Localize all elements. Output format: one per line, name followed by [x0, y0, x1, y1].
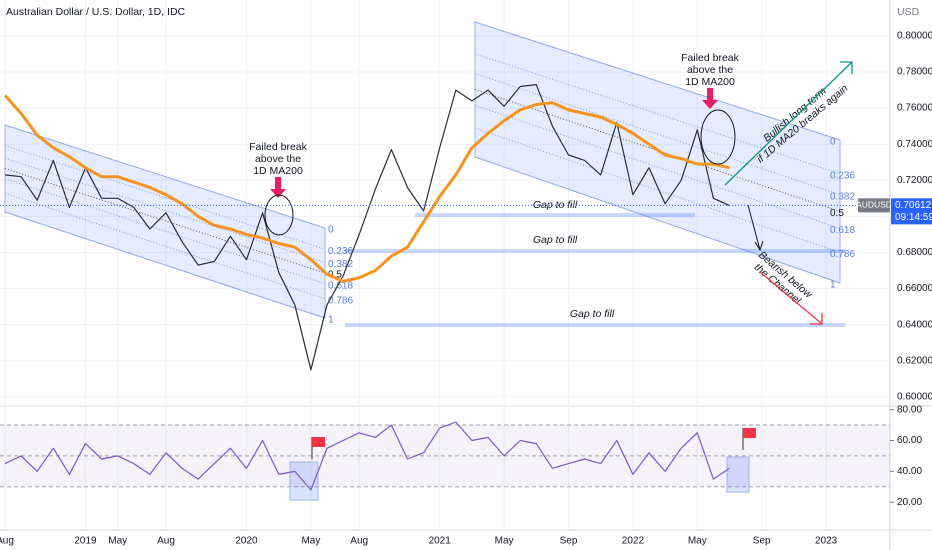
y-tick-label: 0.78000: [897, 67, 932, 78]
arrow: [702, 88, 718, 109]
fib-line: [4, 168, 326, 274]
annotation: 1D MA200: [685, 76, 735, 88]
x-tick-label: May: [688, 536, 707, 547]
x-tick-label: May: [301, 536, 320, 547]
fib-label: 0.382: [328, 259, 353, 270]
fib-line: [474, 127, 841, 253]
y-tick-label: 0.76000: [897, 103, 932, 114]
annotation: Failed break: [249, 141, 308, 153]
fib-line: [4, 192, 326, 300]
y-tick-label: 0.74000: [897, 139, 932, 150]
arrow: [724, 61, 853, 186]
fib-line: [474, 156, 841, 284]
fib-label: 0.236: [830, 170, 855, 181]
y-tick-label: 0.68000: [897, 247, 932, 258]
y-tick-label: 80.00: [897, 404, 922, 415]
series-line: [4, 84, 730, 371]
y-tick-label: 0.72000: [897, 175, 932, 186]
symbol-badge: [858, 198, 890, 213]
gap-label: Gap to fill: [533, 234, 578, 246]
fib-label: 1: [328, 315, 334, 326]
fib-line: [4, 124, 326, 229]
fib-line: [4, 211, 326, 319]
fib-line: [474, 53, 841, 175]
circle-highlight: [700, 109, 736, 165]
arrow: [759, 271, 823, 325]
fib-line: [4, 145, 326, 250]
series-line: [4, 421, 730, 491]
price-label: 0.70612: [895, 200, 932, 211]
y-axis-label: USD: [897, 6, 920, 18]
fib-line: [4, 178, 326, 285]
fib-label: 0.5: [830, 208, 844, 219]
series-line: [3, 94, 730, 283]
y-tick-label: 40.00: [897, 466, 922, 477]
x-tick-label: 2021: [429, 536, 452, 547]
x-tick-label: May: [495, 536, 514, 547]
x-tick-label: Sep: [560, 536, 578, 547]
chart-title: Australian Dollar / U.S. Dollar, 1D, IDC: [6, 6, 186, 18]
fib-label: 0: [328, 225, 334, 236]
price-badge: [891, 198, 932, 225]
x-tick-label: Aug: [0, 536, 14, 547]
fib-label: 0.382: [830, 191, 855, 202]
annotation: above the: [687, 64, 733, 76]
x-tick-label: May: [108, 536, 127, 547]
rsi-highlight: [726, 456, 750, 493]
annotation: Failed break: [681, 52, 740, 64]
fib-line: [474, 21, 841, 141]
fib-line: [474, 73, 841, 196]
flag: [743, 428, 756, 438]
flag: [312, 437, 325, 447]
circle-highlight: [264, 194, 294, 236]
fib-label: 0: [830, 137, 836, 148]
y-tick-label: 60.00: [897, 435, 922, 446]
y-tick-label: 0.80000: [897, 31, 932, 42]
gap-label: Gap to fill: [533, 199, 578, 211]
x-tick-label: 2023: [815, 536, 838, 547]
y-tick-label: 0.64000: [897, 319, 932, 330]
gap-zone: [415, 213, 695, 217]
gap-zone: [345, 323, 845, 327]
x-tick-label: Sep: [753, 536, 771, 547]
fib-label: 0.786: [328, 295, 353, 306]
x-tick-label: 2019: [74, 536, 97, 547]
fib-line: [474, 104, 841, 229]
gap-label: Gap to fill: [570, 308, 615, 320]
fib-label: 0.236: [328, 246, 353, 257]
arrow: [270, 177, 286, 198]
fib-label: 0.618: [328, 280, 353, 291]
rsi-highlight: [289, 461, 319, 501]
fib-label: 0.5: [328, 270, 342, 281]
x-tick-label: 2020: [235, 536, 258, 547]
y-tick-label: 0.60000: [897, 392, 932, 403]
fib-label: 0.618: [830, 225, 855, 236]
gap-zone: [345, 249, 845, 253]
x-tick-label: Aug: [350, 536, 368, 547]
arrow: [747, 204, 764, 252]
annotation: 1D MA200: [253, 165, 303, 177]
annotation: above the: [255, 153, 301, 165]
x-tick-label: Aug: [157, 536, 175, 547]
fib-label: 1: [830, 280, 836, 291]
channel: [4, 124, 326, 319]
y-tick-label: 0.66000: [897, 283, 932, 294]
symbol-label: AUDUSD: [856, 200, 892, 210]
fib-label: 0.786: [830, 249, 855, 260]
fib-line: [4, 157, 326, 263]
y-tick-label: 0.62000: [897, 355, 932, 366]
y-tick-label: 20.00: [897, 497, 922, 508]
countdown-label: 09:14:59: [895, 212, 932, 223]
x-tick-label: 2022: [622, 536, 645, 547]
